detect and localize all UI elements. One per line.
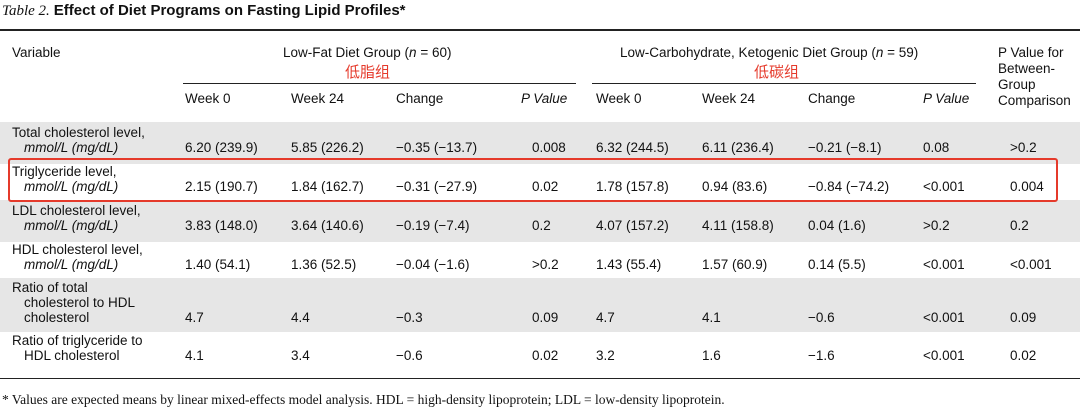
header-group2: Low-Carbohydrate, Ketogenic Diet Group (… bbox=[620, 45, 919, 60]
cell-lf-w0: 4.7 bbox=[185, 310, 204, 325]
cell-lc-ch: 0.14 (5.5) bbox=[808, 257, 866, 272]
cell-lc-ch: 0.04 (1.6) bbox=[808, 218, 866, 233]
cell-lc-w24: 1.57 (60.9) bbox=[702, 257, 768, 272]
cell-lf-w0: 1.40 (54.1) bbox=[185, 257, 251, 272]
cell-lf-w24: 3.64 (140.6) bbox=[291, 218, 364, 233]
header-between-2: Between- bbox=[998, 61, 1056, 76]
header-pvalue-lf: P Value bbox=[521, 91, 568, 106]
cell-lf-p: >0.2 bbox=[532, 257, 559, 272]
cell-lc-w0: 4.7 bbox=[596, 310, 615, 325]
cell-lf-w0: 2.15 (190.7) bbox=[185, 179, 258, 194]
table-title: Table 2. Effect of Diet Programs on Fasti… bbox=[2, 2, 406, 20]
cell-lc-w0: 3.2 bbox=[596, 348, 615, 363]
row-variable: Ratio of triglyceride to HDL cholesterol bbox=[12, 333, 143, 363]
cell-lf-ch: −0.19 (−7.4) bbox=[396, 218, 470, 233]
cell-lf-w24: 5.85 (226.2) bbox=[291, 140, 364, 155]
highlight-box bbox=[8, 158, 1058, 202]
cell-between: 0.09 bbox=[1010, 310, 1037, 325]
cell-lc-p: >0.2 bbox=[923, 218, 950, 233]
cell-lc-w24: 4.11 (158.8) bbox=[702, 218, 774, 233]
cell-lc-p: <0.001 bbox=[923, 257, 965, 272]
cell-lf-w0: 6.20 (239.9) bbox=[185, 140, 258, 155]
row-variable: Triglyceride level, mmol/L (mg/dL) bbox=[12, 164, 119, 194]
header-between-4: Comparison bbox=[998, 93, 1071, 108]
cell-between: >0.2 bbox=[1010, 140, 1037, 155]
cell-lc-w24: 6.11 (236.4) bbox=[702, 140, 774, 155]
cell-lf-w24: 1.84 (162.7) bbox=[291, 179, 364, 194]
header-between-1: P Value for bbox=[998, 45, 1064, 60]
cell-lc-p: <0.001 bbox=[923, 179, 965, 194]
header-group1: Low-Fat Diet Group (n = 60) bbox=[283, 45, 452, 60]
cell-lf-ch: −0.6 bbox=[396, 348, 423, 363]
cell-lc-w24: 0.94 (83.6) bbox=[702, 179, 768, 194]
cell-between: 0.2 bbox=[1010, 218, 1029, 233]
cell-lf-ch: −0.04 (−1.6) bbox=[396, 257, 470, 272]
row-shade-3 bbox=[0, 200, 1080, 242]
cell-lc-ch: −0.84 (−74.2) bbox=[808, 179, 890, 194]
header-week0-lf: Week 0 bbox=[185, 91, 231, 106]
cell-lc-p: <0.001 bbox=[923, 348, 965, 363]
footnote: * Values are expected means by linear mi… bbox=[2, 392, 725, 407]
cell-lc-w24: 1.6 bbox=[702, 348, 721, 363]
cell-lf-p: 0.02 bbox=[532, 179, 559, 194]
cell-lf-ch: −0.3 bbox=[396, 310, 423, 325]
header-pvalue-lc: P Value bbox=[923, 91, 970, 106]
cell-lc-w24: 4.1 bbox=[702, 310, 721, 325]
row-shade-1 bbox=[0, 122, 1080, 164]
header-variable: Variable bbox=[12, 45, 61, 60]
group2-rule bbox=[592, 83, 976, 84]
header-week24-lc: Week 24 bbox=[702, 91, 756, 106]
cell-between: <0.001 bbox=[1010, 257, 1052, 272]
cell-lf-w0: 4.1 bbox=[185, 348, 204, 363]
group1-rule bbox=[183, 83, 576, 84]
cell-lc-ch: −0.21 (−8.1) bbox=[808, 140, 882, 155]
cell-lc-ch: −1.6 bbox=[808, 348, 835, 363]
cell-between: 0.004 bbox=[1010, 179, 1044, 194]
header-change-lf: Change bbox=[396, 91, 444, 106]
row-variable: Total cholesterol level, mmol/L (mg/dL) bbox=[12, 125, 145, 155]
cell-lf-w24: 1.36 (52.5) bbox=[291, 257, 357, 272]
header-week24-lf: Week 24 bbox=[291, 91, 345, 106]
cell-lc-ch: −0.6 bbox=[808, 310, 835, 325]
cell-lf-ch: −0.35 (−13.7) bbox=[396, 140, 478, 155]
cell-lf-p: 0.2 bbox=[532, 218, 551, 233]
cell-lf-ch: −0.31 (−27.9) bbox=[396, 179, 478, 194]
cell-between: 0.02 bbox=[1010, 348, 1037, 363]
cell-lf-p: 0.02 bbox=[532, 348, 559, 363]
cell-lf-w24: 4.4 bbox=[291, 310, 310, 325]
cell-lf-p: 0.008 bbox=[532, 140, 566, 155]
bottom-rule bbox=[0, 378, 1080, 379]
row-variable: Ratio of total cholesterol to HDL choleste… bbox=[12, 280, 136, 325]
annotation-low-carb: 低碳组 bbox=[754, 64, 800, 81]
cell-lc-p: <0.001 bbox=[923, 310, 965, 325]
cell-lf-w24: 3.4 bbox=[291, 348, 310, 363]
header-change-lc: Change bbox=[808, 91, 856, 106]
header-between-3: Group bbox=[998, 77, 1036, 92]
table-label: Table 2. bbox=[2, 3, 50, 19]
row-shade-5 bbox=[0, 278, 1080, 332]
cell-lf-p: 0.09 bbox=[532, 310, 559, 325]
cell-lc-w0: 6.32 (244.5) bbox=[596, 140, 669, 155]
cell-lf-w0: 3.83 (148.0) bbox=[185, 218, 258, 233]
row-variable: LDL cholesterol level, mmol/L (mg/dL) bbox=[12, 203, 141, 233]
cell-lc-w0: 4.07 (157.2) bbox=[596, 218, 669, 233]
header-week0-lc: Week 0 bbox=[596, 91, 642, 106]
annotation-low-fat: 低脂组 bbox=[345, 64, 391, 81]
top-rule bbox=[0, 29, 1080, 31]
row-variable: HDL cholesterol level, mmol/L (mg/dL) bbox=[12, 242, 143, 272]
table-caption: Effect of Diet Programs on Fasting Lipid… bbox=[53, 2, 406, 19]
cell-lc-w0: 1.43 (55.4) bbox=[596, 257, 662, 272]
cell-lc-w0: 1.78 (157.8) bbox=[596, 179, 669, 194]
cell-lc-p: 0.08 bbox=[923, 140, 950, 155]
